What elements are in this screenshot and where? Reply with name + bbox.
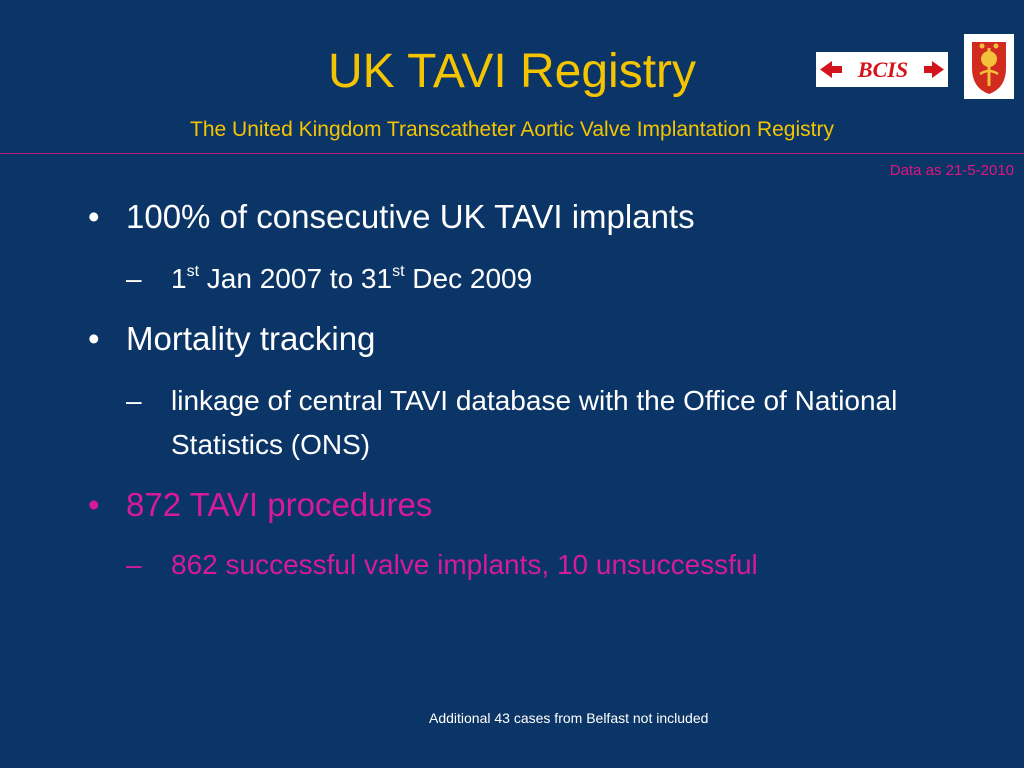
crest-logo [964, 34, 1014, 99]
bullet-icon: • [88, 486, 100, 523]
page-subtitle: The United Kingdom Transcatheter Aortic … [190, 118, 834, 141]
dash-icon: – [126, 385, 142, 416]
dash-icon: – [126, 263, 142, 294]
bullet-text: 872 TAVI procedures [126, 486, 433, 523]
bullet-item: • 100% of consecutive UK TAVI implants [88, 195, 998, 239]
sub-bullet-item: – linkage of central TAVI database with … [88, 379, 998, 467]
header-divider [0, 153, 1024, 154]
dash-icon: – [126, 549, 142, 580]
bullet-text: Mortality tracking [126, 320, 376, 357]
sub-bullet-item-highlight: – 862 successful valve implants, 10 unsu… [88, 543, 998, 587]
bcis-logo: BCIS [816, 52, 948, 87]
sub-bullet-text: linkage of central TAVI database with th… [171, 385, 898, 460]
bullet-item-highlight: • 872 TAVI procedures [88, 483, 998, 527]
bullet-list: • 100% of consecutive UK TAVI implants –… [88, 195, 998, 587]
date-note: Data as 21-5-2010 [889, 162, 1014, 179]
sub-bullet-text: 1st Jan 2007 to 31st Dec 2009 [171, 263, 533, 294]
bullet-item: • Mortality tracking [88, 317, 998, 361]
footer-note: Additional 43 cases from Belfast not inc… [429, 710, 709, 726]
bullet-text: 100% of consecutive UK TAVI implants [126, 198, 695, 235]
sub-bullet-text: 862 successful valve implants, 10 unsucc… [171, 549, 758, 580]
bullet-icon: • [88, 198, 100, 235]
bcis-logo-text: BCIS [857, 57, 908, 82]
page-title: UK TAVI Registry [327, 45, 697, 98]
bullet-icon: • [88, 320, 100, 357]
sub-bullet-item: – 1st Jan 2007 to 31st Dec 2009 [88, 257, 998, 301]
